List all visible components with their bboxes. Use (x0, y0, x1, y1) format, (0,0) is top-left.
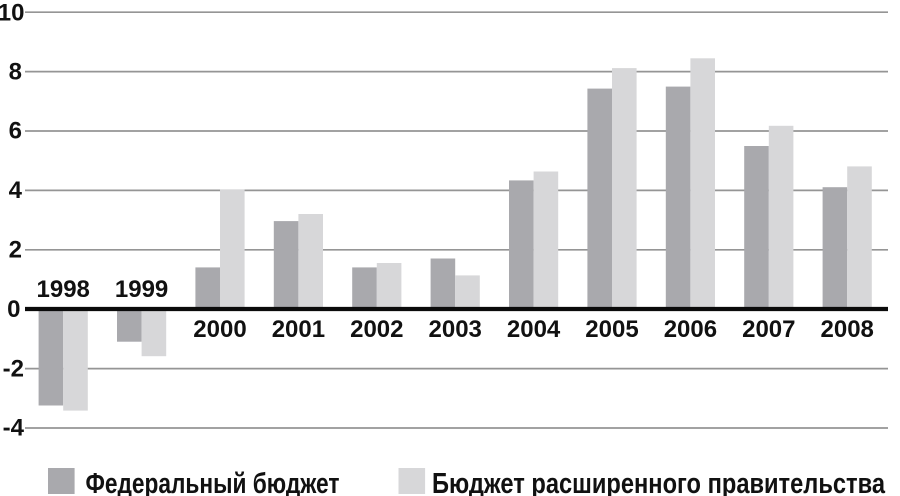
svg-text:8: 8 (9, 58, 22, 85)
svg-text:2001: 2001 (272, 316, 325, 343)
svg-text:-4: -4 (3, 415, 25, 442)
svg-text:2008: 2008 (821, 316, 874, 343)
svg-text:Федеральный бюджет: Федеральный бюджет (86, 468, 340, 496)
svg-text:10: 10 (0, 0, 25, 27)
svg-text:-2: -2 (3, 355, 24, 382)
svg-text:1999: 1999 (115, 276, 168, 303)
svg-text:2006: 2006 (664, 316, 717, 343)
svg-text:2007: 2007 (742, 316, 795, 343)
svg-text:4: 4 (9, 177, 23, 204)
svg-text:1998: 1998 (37, 276, 90, 303)
svg-text:2004: 2004 (507, 316, 561, 343)
svg-text:0: 0 (7, 296, 20, 323)
svg-text:2: 2 (9, 237, 22, 264)
svg-text:2003: 2003 (429, 316, 482, 343)
svg-text:2005: 2005 (585, 316, 638, 343)
svg-text:2000: 2000 (193, 316, 246, 343)
svg-text:2002: 2002 (350, 316, 403, 343)
svg-text:6: 6 (9, 118, 22, 145)
svg-text:Бюджет расширенного правительс: Бюджет расширенного правительства (432, 468, 886, 496)
